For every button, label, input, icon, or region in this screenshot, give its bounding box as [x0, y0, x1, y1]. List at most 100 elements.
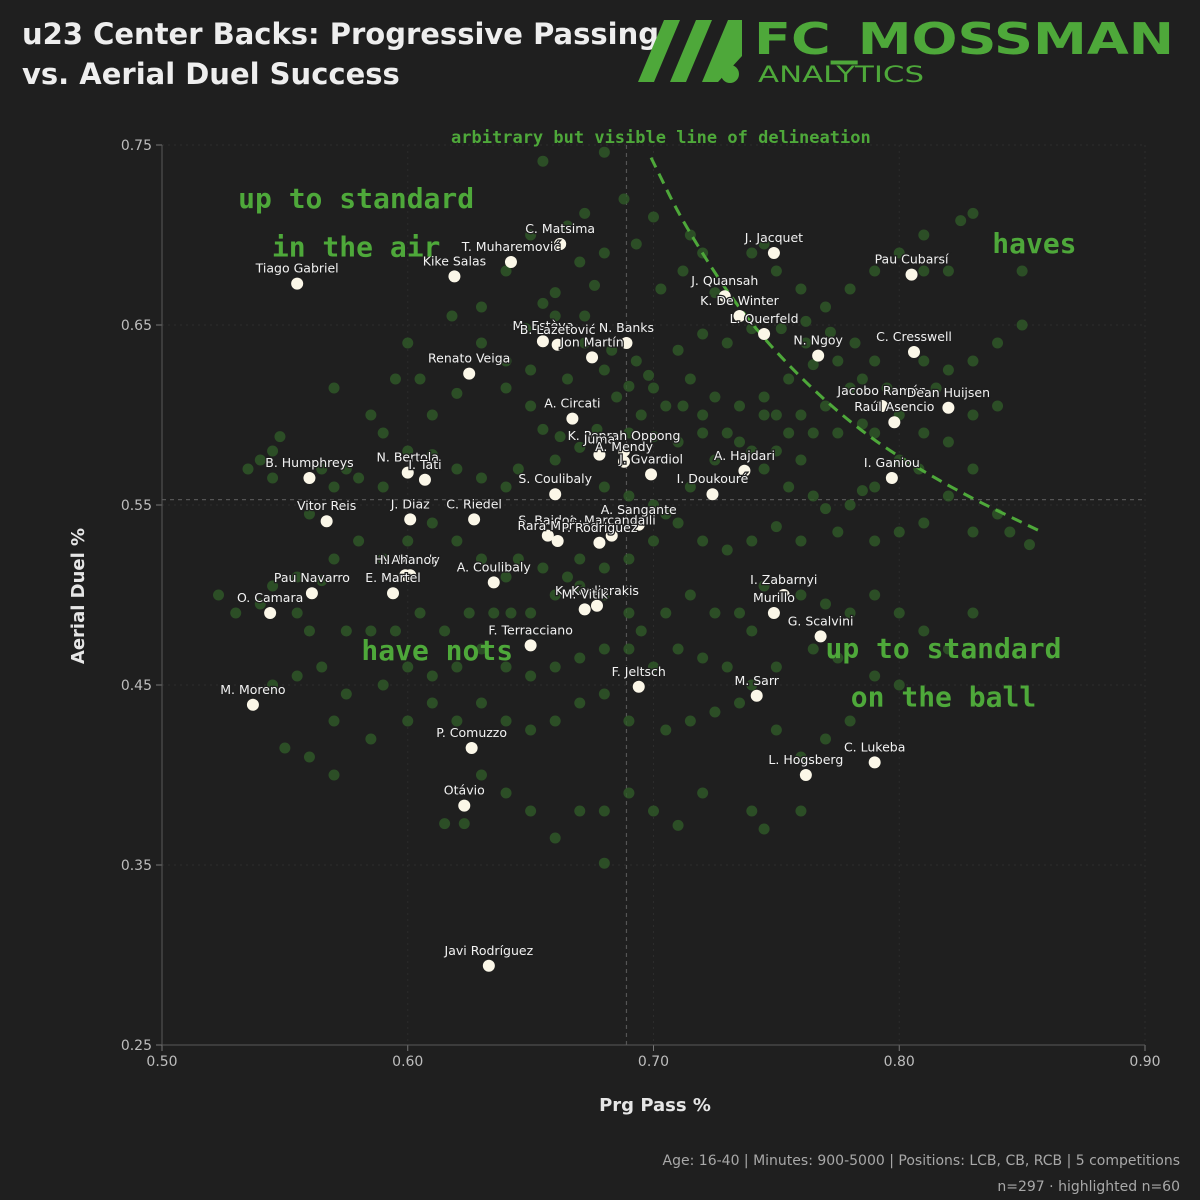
player-label: C. Lukeba — [844, 739, 905, 754]
background-point — [328, 481, 340, 493]
background-point — [795, 454, 807, 466]
player-label: H. Ahanor — [374, 552, 437, 567]
background-point — [955, 215, 967, 227]
background-point — [734, 436, 746, 448]
player-label: Jacobo Ramón — [836, 383, 926, 398]
background-point — [291, 571, 303, 583]
annotation-text: up to standard — [238, 182, 474, 215]
background-point — [500, 382, 512, 394]
background-point — [684, 715, 696, 727]
background-point — [648, 211, 659, 223]
background-point — [579, 310, 591, 322]
background-point — [475, 553, 487, 565]
highlighted-point — [868, 756, 881, 769]
x-axis-title: Prg Pass % — [599, 1095, 711, 1116]
highlighted-point — [465, 742, 478, 754]
background-point — [832, 355, 844, 367]
background-point — [758, 238, 770, 250]
logo-subtitle: ANALYTICS — [758, 63, 924, 88]
background-point — [561, 571, 573, 583]
background-point — [630, 355, 642, 367]
player-label: C. Matsima — [525, 221, 595, 236]
background-point — [623, 607, 635, 619]
background-point — [291, 670, 303, 682]
player-label: Vitor Reis — [297, 498, 356, 513]
background-point — [807, 359, 819, 371]
background-point — [549, 661, 561, 673]
background-point — [783, 427, 795, 439]
background-point — [677, 265, 689, 277]
player-label: T. Muharemović — [461, 239, 561, 254]
highlighted-point — [463, 367, 476, 380]
background-point — [672, 819, 684, 831]
background-point — [869, 670, 881, 682]
background-point — [807, 490, 819, 502]
background-point — [353, 535, 365, 547]
player-label: K. Peprah Oppong — [568, 428, 681, 443]
player-label: A. Marcandalli — [568, 513, 656, 528]
logo-mark-icon — [638, 20, 742, 83]
background-point — [721, 544, 733, 556]
background-point — [1023, 539, 1035, 551]
highlighted-point — [549, 488, 562, 501]
background-point — [598, 643, 610, 655]
background-point — [820, 503, 832, 515]
background-point — [446, 310, 458, 322]
highlighted-point — [767, 607, 780, 619]
background-point — [775, 323, 787, 335]
background-point — [554, 431, 566, 443]
player-label: P. Comuzzo — [436, 725, 507, 740]
background-point — [365, 733, 377, 745]
background-point — [648, 805, 659, 817]
highlighted-point — [620, 337, 633, 349]
highlighted-point — [888, 416, 901, 429]
background-point — [574, 652, 586, 664]
background-point — [377, 553, 389, 565]
player-label: C. Cresswell — [876, 329, 952, 344]
background-point — [549, 832, 561, 844]
background-point — [807, 643, 819, 655]
background-point — [598, 562, 610, 574]
background-point — [328, 769, 340, 781]
background-point — [942, 643, 954, 655]
background-point — [458, 818, 470, 830]
background-point — [512, 463, 524, 475]
player-label: Juma — [583, 432, 615, 447]
background-point — [783, 373, 795, 385]
background-point — [820, 598, 832, 610]
background-point — [574, 580, 586, 592]
x-tick-label: 0.90 — [1129, 1054, 1160, 1070]
background-point — [402, 661, 414, 673]
background-point — [488, 607, 500, 619]
player-label: J. Quansah — [690, 273, 758, 288]
highlighted-point — [799, 769, 812, 781]
background-point — [475, 472, 487, 484]
background-point — [377, 427, 389, 439]
background-point — [1016, 265, 1028, 277]
background-point — [844, 382, 856, 394]
player-label: I. Doukouré — [677, 471, 749, 486]
highlighted-point — [264, 607, 277, 619]
player-label: F. Jeltsch — [612, 664, 666, 679]
background-point — [561, 373, 573, 385]
highlighted-point — [524, 639, 537, 652]
background-point — [635, 625, 647, 637]
highlighted-point — [718, 290, 731, 303]
background-point — [303, 751, 315, 763]
highlighted-point — [448, 270, 461, 283]
background-point — [303, 625, 315, 637]
background-point — [820, 301, 832, 313]
background-point — [918, 625, 930, 637]
background-point — [574, 805, 586, 817]
background-point — [758, 823, 770, 835]
highlighted-point — [767, 247, 780, 259]
background-point — [746, 445, 758, 457]
background-point — [992, 337, 1004, 349]
background-point — [734, 607, 746, 619]
footer-filters: Age: 16-40 | Minutes: 900-5000 | Positio… — [662, 1153, 1180, 1169]
annotation-text: haves — [992, 227, 1076, 260]
background-point — [967, 463, 979, 475]
background-point — [512, 553, 524, 565]
background-point — [365, 625, 377, 637]
background-point — [254, 598, 266, 610]
